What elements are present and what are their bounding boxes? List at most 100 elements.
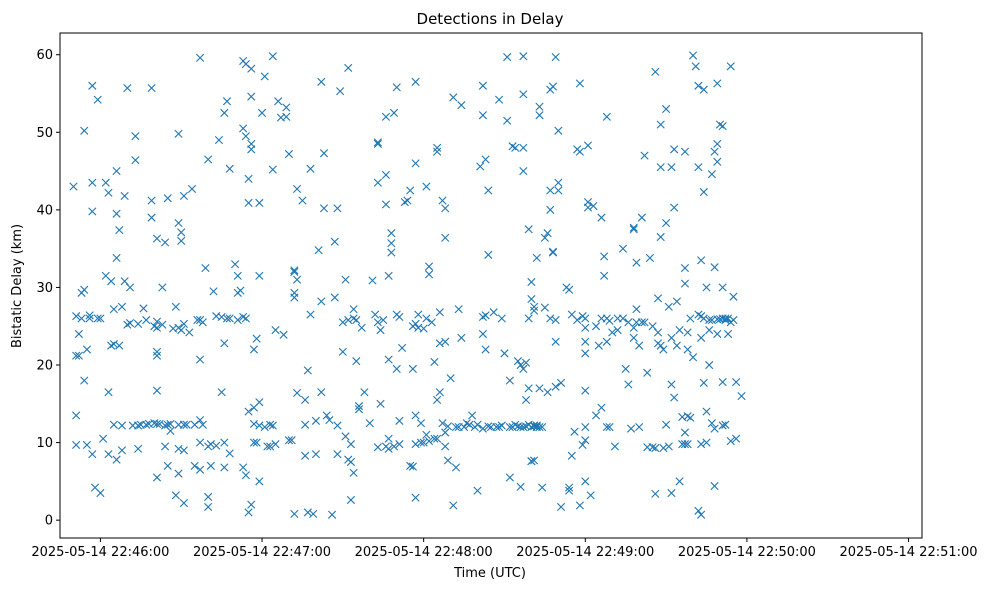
data-point-marker — [252, 438, 261, 447]
data-point-marker — [643, 368, 652, 377]
data-point-marker — [72, 440, 81, 450]
data-point-marker — [656, 232, 665, 242]
data-point-marker — [198, 318, 207, 327]
data-point-marker — [117, 421, 127, 430]
data-point-marker — [530, 456, 539, 465]
data-point-marker — [247, 92, 256, 101]
data-point-marker — [697, 256, 706, 265]
data-point-marker — [268, 165, 277, 174]
data-point-marker — [241, 132, 250, 141]
data-point-marker — [112, 253, 121, 263]
data-point-marker — [653, 328, 663, 337]
data-point-marker — [519, 90, 528, 99]
data-point-marker — [435, 388, 444, 397]
data-point-marker — [419, 438, 428, 447]
data-point-marker — [670, 393, 679, 402]
data-point-marker — [204, 502, 213, 512]
data-point-marker — [341, 275, 350, 284]
data-point-marker — [672, 297, 681, 306]
data-point-marker — [659, 345, 668, 354]
data-point-marker — [185, 328, 194, 337]
data-point-marker — [519, 364, 528, 373]
data-point-marker — [112, 166, 121, 176]
data-point-marker — [632, 258, 641, 267]
data-point-marker — [255, 421, 264, 430]
data-point-marker — [441, 428, 450, 437]
data-point-marker — [651, 443, 660, 453]
data-point-marker — [457, 333, 466, 342]
y-axis: 0 10 20 30 40 50 60 — [36, 48, 60, 529]
data-point-marker — [481, 345, 490, 354]
data-point-marker — [535, 384, 544, 393]
data-point-marker — [565, 483, 574, 492]
data-point-marker — [341, 432, 350, 441]
data-point-marker — [597, 213, 606, 222]
data-point-marker — [373, 139, 382, 149]
data-point-marker — [556, 502, 566, 512]
data-point-marker — [174, 444, 183, 453]
data-point-marker — [478, 81, 488, 90]
data-point-marker — [602, 337, 611, 346]
data-point-marker — [160, 442, 170, 451]
data-point-marker — [449, 93, 458, 102]
data-point-marker — [317, 77, 326, 86]
data-point-marker — [476, 162, 485, 171]
data-point-marker — [309, 509, 318, 519]
data-point-marker — [88, 450, 97, 459]
data-point-marker — [287, 436, 296, 445]
data-point-marker — [624, 380, 633, 389]
data-point-marker — [473, 420, 482, 429]
data-point-marker — [376, 399, 385, 408]
data-point-marker — [664, 442, 673, 451]
data-point-marker — [424, 436, 434, 446]
data-point-marker — [206, 461, 215, 470]
data-point-marker — [330, 293, 339, 302]
data-point-marker — [77, 314, 86, 323]
data-point-marker — [379, 315, 388, 325]
data-point-marker — [430, 434, 439, 443]
data-point-marker — [548, 248, 558, 257]
data-point-marker — [301, 420, 310, 429]
data-point-marker — [575, 501, 584, 510]
data-point-marker — [190, 461, 199, 470]
data-point-marker — [629, 333, 638, 342]
data-point-marker — [195, 355, 205, 364]
data-point-marker — [707, 170, 716, 179]
data-point-marker — [551, 315, 560, 325]
data-point-marker — [713, 79, 722, 88]
data-point-marker — [441, 337, 450, 346]
data-point-marker — [236, 286, 245, 295]
data-point-marker — [406, 461, 415, 470]
data-point-marker — [333, 204, 342, 213]
data-point-marker — [179, 319, 189, 328]
data-point-marker — [505, 473, 514, 482]
data-point-marker — [527, 277, 536, 287]
x-tick-label: 2025-05-14 22:47:00 — [193, 545, 331, 560]
data-point-marker — [292, 388, 302, 398]
data-point-marker — [72, 351, 81, 360]
data-point-marker — [80, 376, 89, 385]
data-point-marker — [225, 449, 234, 458]
data-point-marker — [408, 462, 417, 471]
data-point-marker — [338, 347, 347, 356]
data-point-marker — [710, 147, 719, 156]
data-point-marker — [298, 196, 307, 205]
data-point-marker — [249, 345, 259, 354]
data-point-marker — [729, 292, 738, 301]
data-point-marker — [543, 229, 552, 238]
data-point-marker — [481, 311, 490, 320]
data-point-marker — [511, 143, 520, 152]
data-point-marker — [107, 277, 116, 286]
data-point-marker — [433, 395, 442, 405]
data-point-marker — [699, 85, 708, 94]
y-tick-label: 30 — [36, 281, 53, 296]
data-point-marker — [346, 457, 356, 467]
data-point-marker — [718, 283, 727, 292]
data-point-marker — [292, 184, 302, 194]
data-point-marker — [416, 438, 426, 447]
data-point-marker — [69, 182, 78, 191]
data-point-marker — [179, 420, 189, 429]
data-point-marker — [255, 198, 264, 207]
data-point-marker — [247, 145, 256, 154]
data-point-marker — [702, 407, 711, 416]
